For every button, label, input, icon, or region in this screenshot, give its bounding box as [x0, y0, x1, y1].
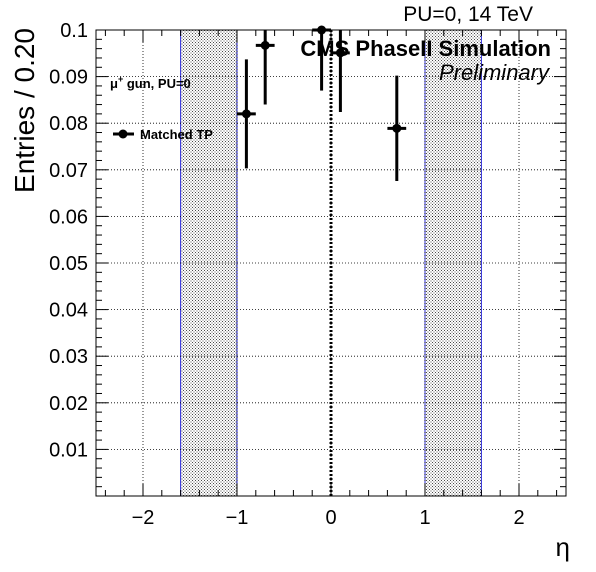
- cms-label: CMS PhaseII Simulation: [300, 36, 551, 61]
- y-tick-label: 0.09: [49, 67, 88, 89]
- y-tick-label: 0.06: [49, 206, 88, 228]
- sample-rest: gun, PU=0: [123, 76, 191, 91]
- preliminary-label: Preliminary: [439, 60, 551, 85]
- y-tick-label: 0.08: [49, 113, 88, 135]
- legend: Matched TP: [113, 127, 213, 142]
- sample-mu: μ: [110, 76, 118, 91]
- y-tick-label: 0.1: [60, 20, 88, 42]
- y-tick-label: 0.01: [49, 439, 88, 461]
- data-point-4: [392, 124, 401, 133]
- data-point-0: [242, 109, 251, 118]
- x-tick-label: 1: [419, 507, 430, 529]
- x-tick-label: 0: [325, 507, 336, 529]
- legend-marker-point: [119, 130, 128, 139]
- y-tick-labels: 0.01 0.02 0.03 0.04 0.05 0.06 0.07 0.08 0.09 0.1: [49, 20, 88, 461]
- y-tick-label: 0.03: [49, 346, 88, 368]
- y-tick-label: 0.04: [49, 300, 88, 322]
- data-point-1: [261, 41, 270, 50]
- x-tick-label: −2: [132, 507, 155, 529]
- y-tick-label: 0.02: [49, 393, 88, 415]
- legend-label: Matched TP: [140, 127, 213, 142]
- x-tick-label: 2: [513, 507, 524, 529]
- x-axis-title: η: [556, 532, 570, 562]
- sample-label: μ+ gun, PU=0: [110, 74, 191, 91]
- y-tick-label: 0.05: [49, 253, 88, 275]
- data-point-2: [317, 26, 326, 35]
- y-tick-label: 0.07: [49, 160, 88, 182]
- y-axis-title: Entries / 0.20: [9, 28, 40, 193]
- x-tick-labels: −2 −1 0 1 2: [132, 507, 525, 529]
- pu-energy-label: PU=0, 14 TeV: [403, 3, 533, 26]
- x-tick-label: −1: [226, 507, 249, 529]
